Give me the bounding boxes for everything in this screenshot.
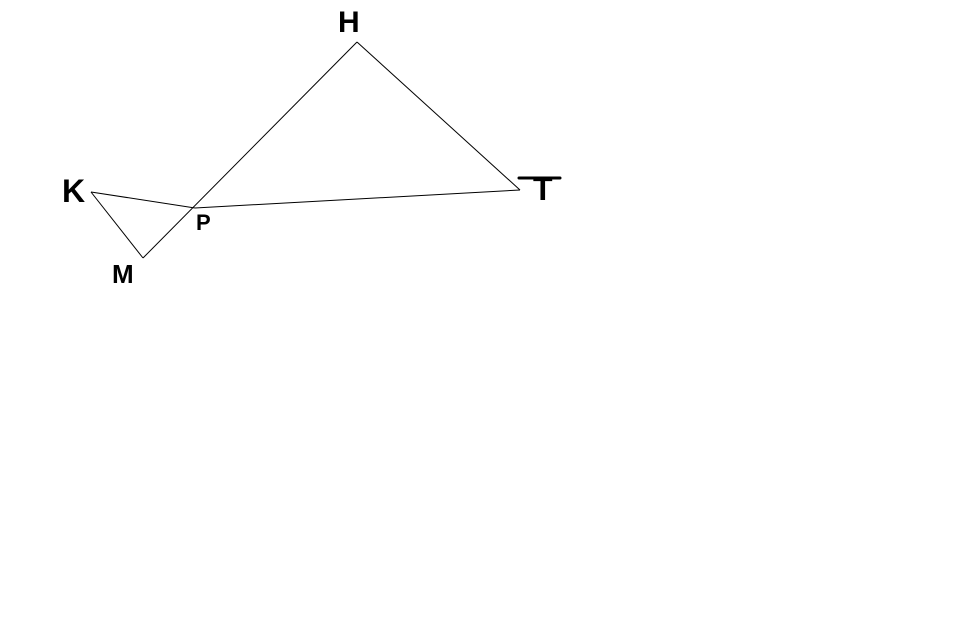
vertex-labels: H T K M P xyxy=(62,6,560,289)
geometry-diagram: H T K M P xyxy=(0,0,962,618)
line-K-M xyxy=(91,192,143,258)
label-T: T xyxy=(533,171,553,207)
line-P-K xyxy=(91,192,195,208)
line-T-P xyxy=(195,190,520,208)
label-H: H xyxy=(338,6,360,39)
line-M-H xyxy=(143,42,357,258)
label-M: M xyxy=(112,259,134,289)
label-K: K xyxy=(62,173,85,209)
triangle-lines xyxy=(91,42,520,258)
line-H-T xyxy=(357,42,520,190)
label-P: P xyxy=(196,210,211,235)
